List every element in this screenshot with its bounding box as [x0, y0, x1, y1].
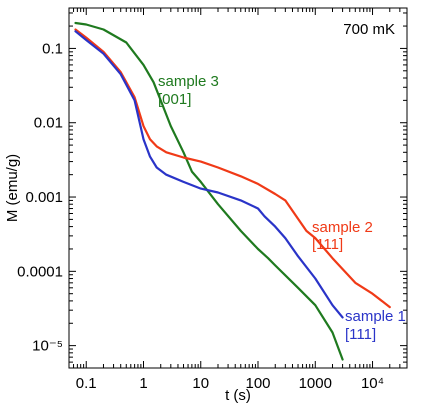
- y-tick-label: 0.0001: [17, 263, 63, 280]
- series-name-sample-3: sample 3: [158, 73, 219, 90]
- x-tick-label: 100: [245, 375, 270, 392]
- x-tick-label: 10⁴: [361, 375, 384, 392]
- series-name-sample-2: sample 2: [312, 219, 373, 236]
- series-direction-sample-3: [001]: [158, 91, 191, 108]
- tick-marks: [68, 8, 408, 368]
- series-name-sample-1: sample 1: [345, 308, 406, 325]
- tick-labels: 0.1 1 10 100 1000 10⁴ 0.1 0.01 0.001 0.0001 10⁻⁵: [17, 40, 384, 392]
- plot-frame: [68, 7, 408, 369]
- x-tick-label: 0.1: [76, 375, 97, 392]
- y-tick-label: 10⁻⁵: [32, 338, 63, 355]
- series-line-sample-2: [74, 28, 391, 309]
- series-lines: [74, 21, 391, 361]
- series-direction-sample-2: [111]: [312, 236, 343, 253]
- annotation-label: 700 mK: [343, 21, 395, 38]
- x-tick-label: 1: [139, 375, 147, 392]
- x-axis-label: t (s): [225, 387, 251, 404]
- series-labels: sample 1[111]sample 2[111]sample 3[001]: [158, 73, 406, 343]
- series-line-sample-3: [74, 21, 344, 361]
- series-line-sample-1: [74, 30, 344, 319]
- x-tick-label: 1000: [299, 375, 332, 392]
- y-tick-label: 0.001: [25, 189, 63, 206]
- series-direction-sample-1: [111]: [345, 326, 376, 343]
- y-tick-label: 0.1: [42, 40, 63, 57]
- y-tick-label: 0.01: [34, 115, 63, 132]
- x-tick-label: 10: [192, 375, 209, 392]
- y-axis-label: M (emu/g): [4, 154, 21, 222]
